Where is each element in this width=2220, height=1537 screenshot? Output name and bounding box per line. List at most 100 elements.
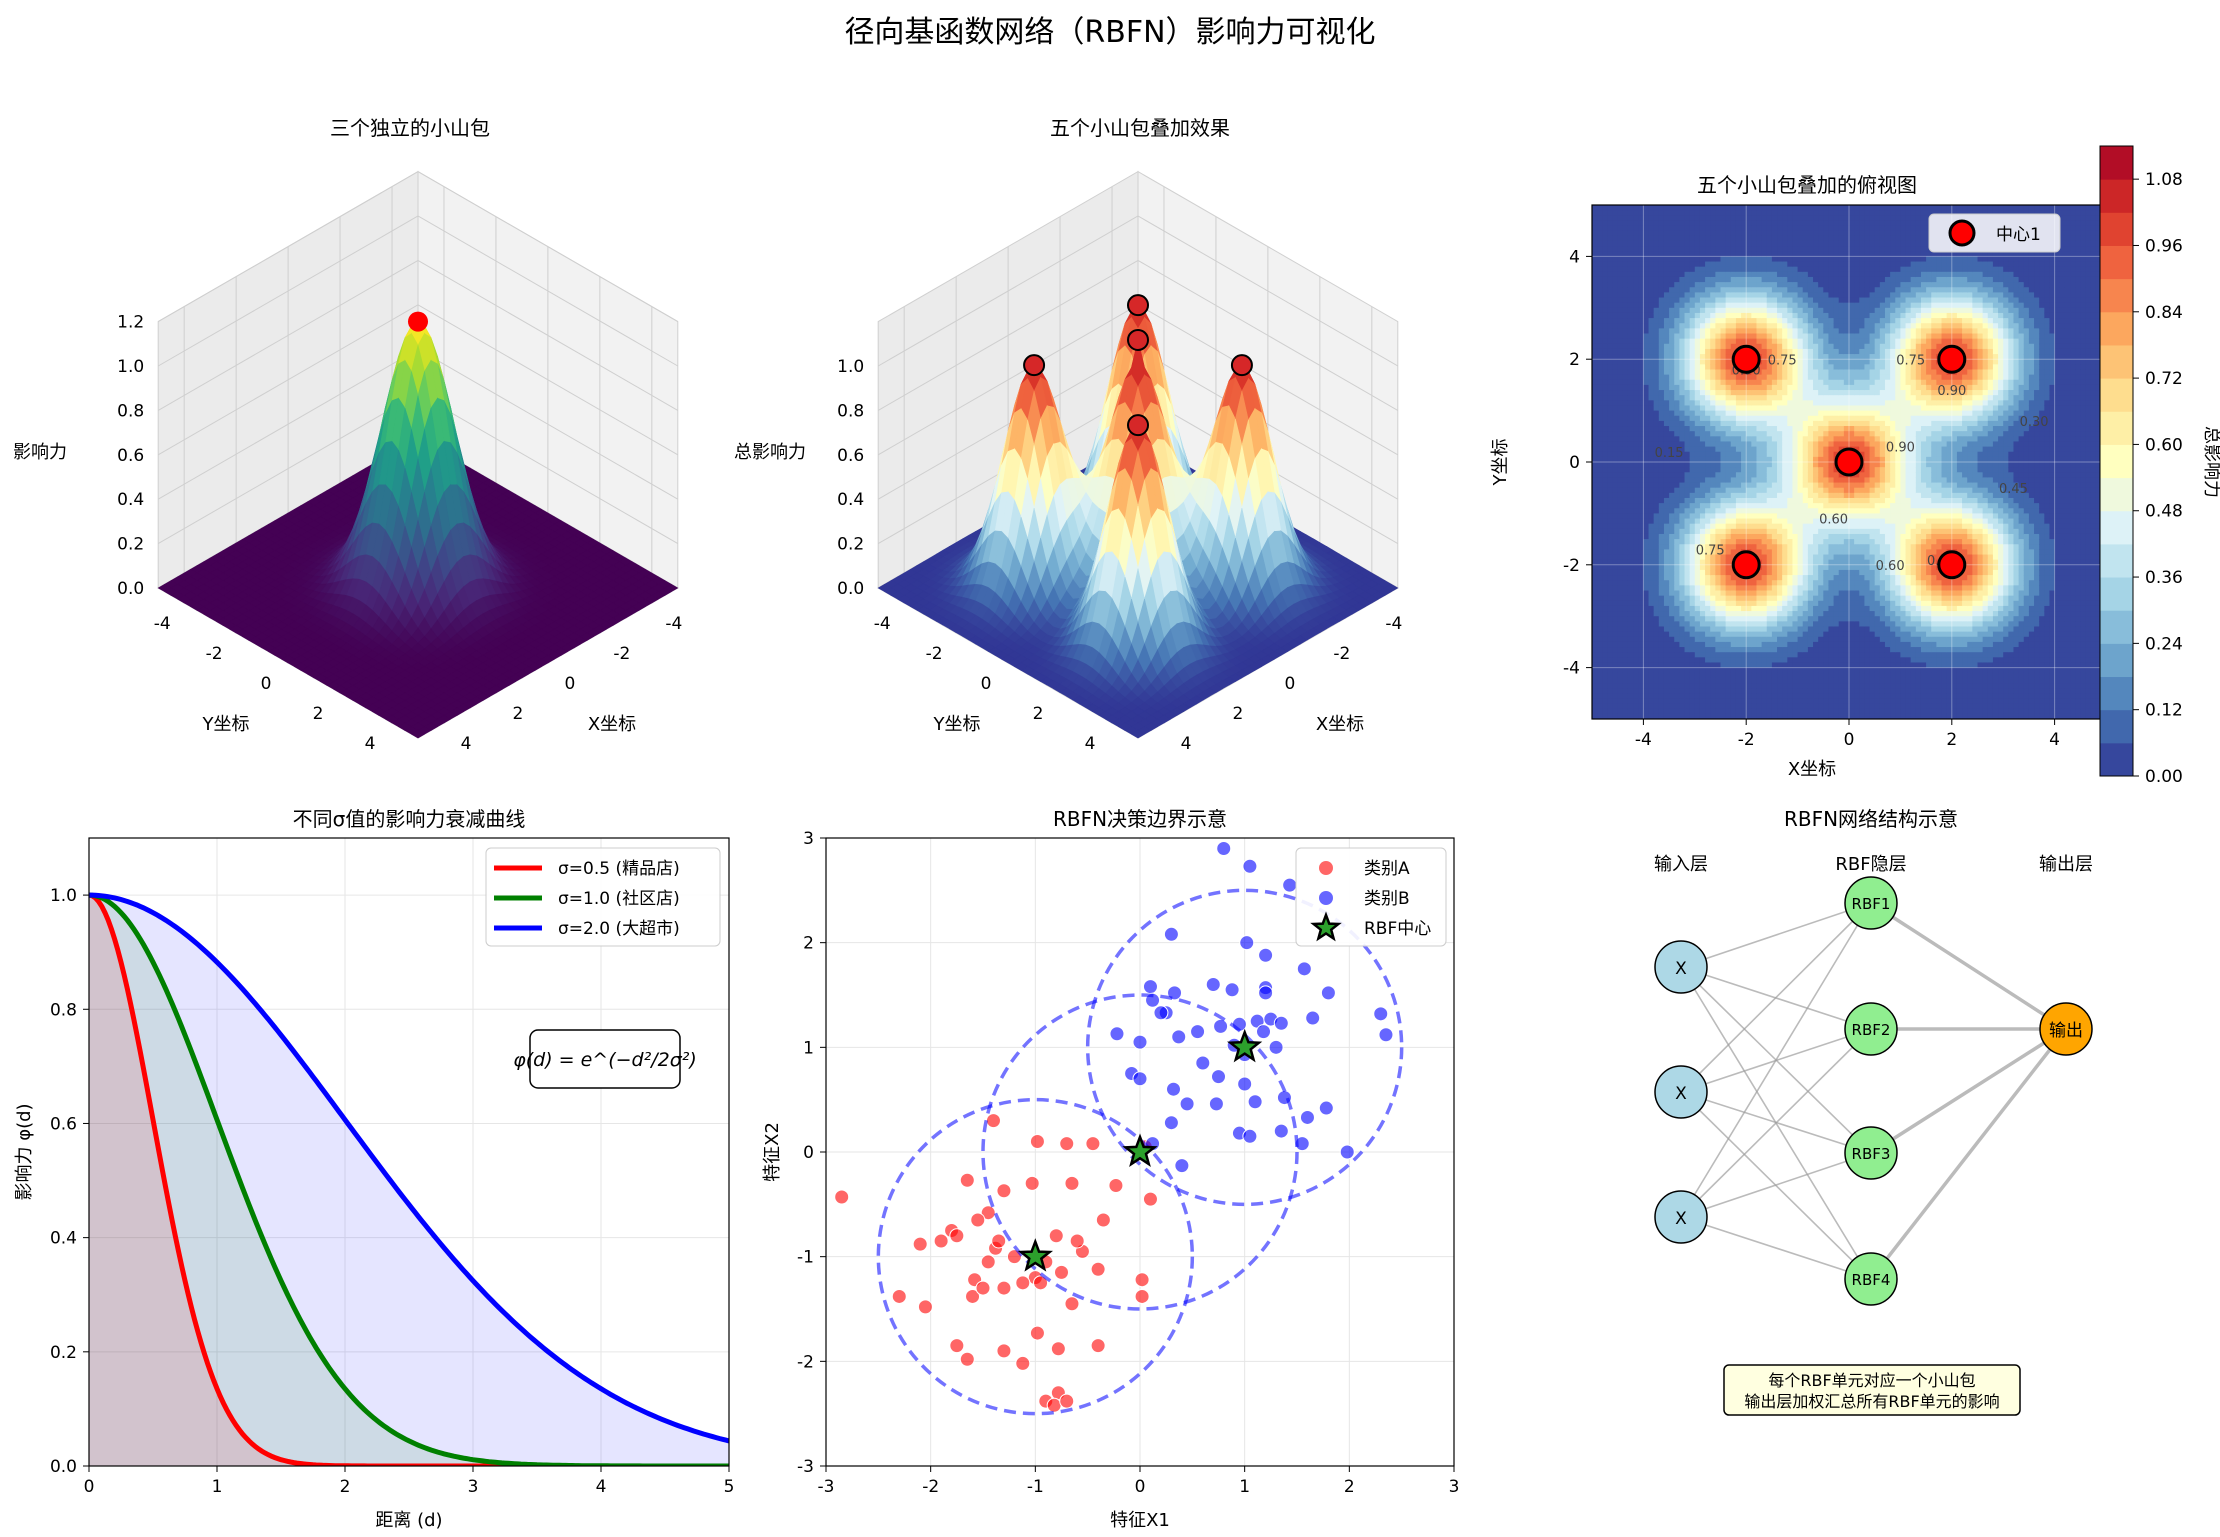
contour-cell	[1663, 292, 1670, 299]
contour-cell	[1617, 348, 1624, 355]
contour-cell	[1648, 415, 1655, 422]
contour-cell	[1648, 580, 1655, 586]
contour-cell	[1653, 683, 1660, 689]
contour-cell	[1622, 256, 1629, 263]
contour-cell	[1674, 456, 1680, 463]
contour-cell	[1622, 611, 1629, 617]
contour-cell	[1597, 307, 1603, 314]
contour-cell	[1602, 271, 1609, 278]
contour-cell	[1658, 220, 1665, 227]
contour-cell	[1648, 626, 1655, 633]
center-marker	[1023, 354, 1046, 377]
contour-cell	[1648, 441, 1655, 448]
contour-cell	[1669, 539, 1675, 545]
contour-cell	[1648, 585, 1655, 592]
contour-cell	[1592, 364, 1598, 371]
contour-cell	[1663, 410, 1670, 417]
contour-cell	[1597, 518, 1603, 525]
contour-cell	[1607, 431, 1614, 437]
contour-cell	[1607, 302, 1614, 309]
contour-cell	[1669, 508, 1675, 514]
contour-cell	[1669, 523, 1675, 530]
contour-cell	[1612, 390, 1619, 396]
contour-cell	[1643, 220, 1650, 227]
contour-cell	[1669, 549, 1675, 556]
contour-cell	[1597, 297, 1603, 304]
contour-cell	[1638, 348, 1644, 355]
contour-cell	[1597, 662, 1603, 669]
contour-cell	[1592, 472, 1598, 479]
contour-cell	[1612, 235, 1619, 242]
contour-cell	[1653, 652, 1660, 658]
contour-cell	[1627, 672, 1634, 679]
contour-cell	[1638, 292, 1644, 299]
contour-cell	[1669, 333, 1675, 340]
contour-cell	[1622, 564, 1629, 571]
contour-cell	[1674, 240, 1680, 247]
contour-cell	[1627, 703, 1634, 710]
contour-cell	[1658, 605, 1665, 612]
contour-cell	[1622, 605, 1629, 612]
contour-cell	[1622, 302, 1629, 309]
contour-cell	[1643, 523, 1650, 530]
contour-cell	[1597, 446, 1603, 453]
contour-cell	[1592, 641, 1598, 648]
contour-cell	[1607, 256, 1614, 263]
contour-cell	[1602, 462, 1609, 468]
contour-cell	[1674, 426, 1680, 432]
contour-cell	[1643, 595, 1650, 602]
contour-cell	[1663, 611, 1670, 617]
contour-cell	[1648, 287, 1655, 293]
contour-cell	[1633, 276, 1639, 283]
contour-cell	[1633, 462, 1639, 468]
contour-cell	[1617, 276, 1624, 283]
contour-cell	[1643, 441, 1650, 448]
contour-cell	[1643, 472, 1650, 479]
contour-cell	[1674, 276, 1680, 283]
contour-cell	[1663, 302, 1670, 309]
contour-cell	[1602, 205, 1609, 211]
contour-cell	[1597, 616, 1603, 622]
contour-cell	[1622, 662, 1629, 669]
contour-cell	[1617, 683, 1624, 689]
contour-cell	[1653, 431, 1660, 437]
contour-cell	[1602, 595, 1609, 602]
contour-cell	[1638, 282, 1644, 288]
contour-cell	[1622, 518, 1629, 525]
contour-cell	[1648, 595, 1655, 602]
center-marker	[1127, 328, 1149, 351]
contour-cell	[1617, 467, 1624, 473]
contour-cell	[1638, 539, 1644, 545]
contour-cell	[1648, 508, 1655, 514]
contour-cell	[1597, 672, 1603, 679]
contour-cell	[1663, 683, 1670, 689]
contour-cell	[1638, 564, 1644, 571]
contour-cell	[1638, 549, 1644, 556]
contour-cell	[1633, 426, 1639, 432]
contour-cell	[1633, 348, 1639, 355]
contour-cell	[1653, 636, 1660, 643]
contour-cell	[1597, 282, 1603, 288]
contour-cell	[1653, 667, 1660, 674]
contour-cell	[1592, 616, 1598, 622]
contour-cell	[1612, 374, 1619, 381]
contour-cell	[1653, 302, 1660, 309]
contour-cell	[1627, 343, 1634, 350]
contour-cell	[1658, 703, 1665, 710]
contour-cell	[1607, 636, 1614, 643]
contour-cell	[1597, 302, 1603, 309]
contour-cell	[1638, 559, 1644, 566]
contour-cell	[1602, 641, 1609, 648]
contour-cell	[1617, 420, 1624, 427]
contour-cell	[1612, 554, 1619, 561]
contour-cell	[1617, 390, 1624, 396]
contour-cell	[1622, 492, 1629, 499]
contour-cell	[1633, 508, 1639, 514]
contour-cell	[1617, 333, 1624, 340]
contour-cell	[1617, 312, 1624, 319]
contour-cell	[1638, 230, 1644, 237]
contour-cell	[1643, 210, 1650, 216]
contour-cell	[1597, 246, 1603, 252]
contour-cell	[1633, 713, 1639, 719]
contour-cell	[1607, 477, 1614, 484]
